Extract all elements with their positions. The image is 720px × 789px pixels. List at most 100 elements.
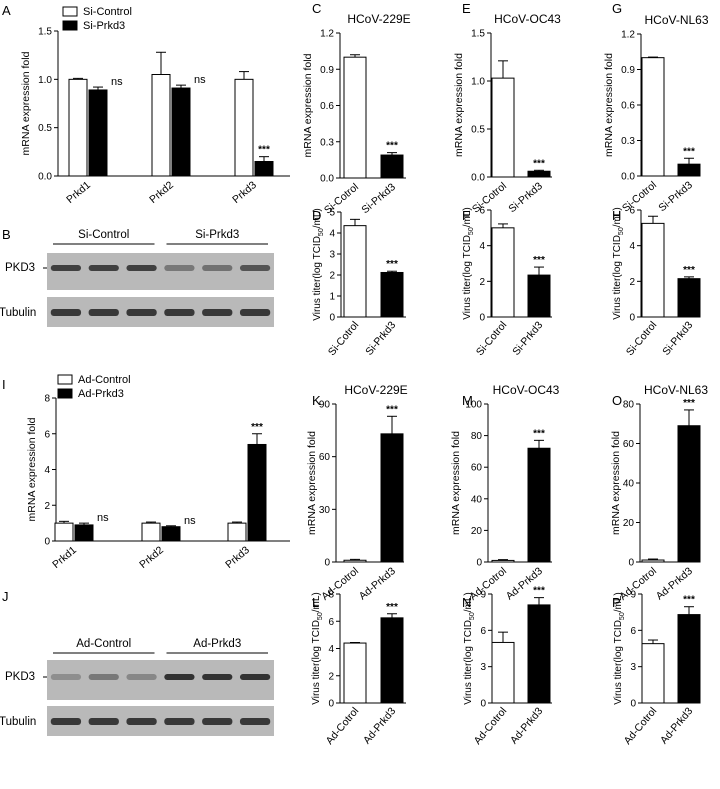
chart-panel-k: 0 30 60 90 mRNA expression fold HCoV-229E *** A… <box>306 383 408 603</box>
y-tick-label: 3 <box>329 250 335 261</box>
bar <box>343 225 367 318</box>
panel-letter-i: I <box>2 377 6 392</box>
bar <box>151 74 171 177</box>
pkd3-band <box>164 674 195 680</box>
y-tick-label: 60 <box>623 439 635 450</box>
tubulin-band <box>88 718 119 725</box>
y-tick-label: 3 <box>630 662 636 673</box>
y-tick-label: 0 <box>630 699 636 710</box>
y-tick-label: 4 <box>479 241 485 252</box>
significance-label: ns <box>111 76 123 88</box>
chart-title: HCoV-OC43 <box>494 12 561 26</box>
significance-label: *** <box>533 428 545 439</box>
y-tick-label: 40 <box>471 494 483 505</box>
significance-label: *** <box>258 145 270 156</box>
panel-letter-h: H <box>612 208 621 223</box>
significance-label: ns <box>97 512 109 524</box>
legend-label: Si-Control <box>83 6 132 18</box>
legend-swatch <box>62 6 78 17</box>
y-axis-label: Virus titer(log TCID50/mL) <box>462 207 475 319</box>
y-tick-label: 40 <box>623 479 635 490</box>
panel-letter-k: K <box>312 393 321 408</box>
significance-label: ns <box>184 515 196 527</box>
bar <box>527 170 551 178</box>
significance-label: *** <box>533 586 545 597</box>
pkd3-band <box>126 674 157 680</box>
bar <box>171 87 191 177</box>
panel-letter-j: J <box>2 589 9 604</box>
pkd3-band <box>202 265 233 271</box>
x-tick-label: Ad-Cotrol <box>324 705 362 747</box>
bar <box>677 163 701 177</box>
legend-swatch <box>57 388 73 399</box>
y-tick-label: 0.5 <box>38 123 52 134</box>
tubulin-band <box>202 718 233 725</box>
x-tick-label: Si-Prkd3 <box>660 319 695 358</box>
y-tick-label: 80 <box>471 431 483 442</box>
significance-label: *** <box>683 595 695 606</box>
y-tick-label: 20 <box>623 518 635 529</box>
y-tick-label: 6 <box>630 626 636 637</box>
y-axis-label: Virus titer(log TCID50/mL) <box>311 592 324 704</box>
chart-panel-m: 0 20 40 60 80 100 mRNA expression fold HCoV-OC4… <box>450 383 560 603</box>
panel-letter-d: D <box>312 208 321 223</box>
chart-panel-f: 0 2 4 6 Virus titer(log TCID50/mL) *** Si-Cotr… <box>462 206 552 358</box>
x-tick-label: Si-Prkd3 <box>656 179 695 214</box>
y-tick-label: 0.0 <box>471 173 485 184</box>
tubulin-band <box>50 718 82 725</box>
bar <box>527 447 551 563</box>
panel-letter-a: A <box>2 3 11 18</box>
y-tick-label: 0.0 <box>621 172 635 183</box>
x-tick-label: Ad-Prkd3 <box>357 565 398 602</box>
y-axis-label: mRNA expression fold <box>26 417 38 521</box>
y-tick-label: 0.9 <box>621 65 635 76</box>
bar <box>527 604 551 704</box>
legend-label: Si-Prkd3 <box>83 20 125 32</box>
bar <box>380 271 404 318</box>
x-tick-label: Si-Cotrol <box>326 319 361 358</box>
blot-control-label: Ad-Control <box>76 638 131 650</box>
x-tick-label: Si-Prkd3 <box>359 181 398 216</box>
y-tick-label: 0 <box>328 699 334 710</box>
pkd3-band <box>50 674 82 680</box>
y-tick-label: 0.3 <box>320 137 334 148</box>
bar <box>491 227 515 318</box>
y-tick-label: 100 <box>465 400 482 411</box>
y-tick-label: 0.5 <box>471 125 485 136</box>
bar <box>527 274 551 318</box>
x-tick-label: Si-Cotrol <box>322 181 361 216</box>
pkd3-band <box>239 265 271 271</box>
chart-panel-g: 0.0 0.3 0.6 0.9 1.2 mRNA expression fold HCoV-… <box>603 13 709 215</box>
tubulin-band <box>164 309 195 316</box>
legend-label: Ad-Control <box>78 374 131 386</box>
tubulin-band <box>239 309 271 316</box>
western-blot-b: Si-Control Si-Prkd3 PKD3 Tubulin <box>0 229 274 327</box>
y-tick-label: 9 <box>480 590 486 601</box>
pkd3-band <box>50 265 82 271</box>
blot-strip-pkd3 <box>47 660 274 700</box>
panel-letter-b: B <box>2 227 11 242</box>
bar <box>234 78 254 177</box>
x-tick-label: Si-Cotrol <box>624 319 659 358</box>
pkd3-band <box>88 674 119 680</box>
chart-panel-l: 0 2 4 6 8 Virus titer(log TCID50/mL) *** Ad-Cot… <box>311 590 406 747</box>
x-tick-label: Si-Cotrol <box>620 179 659 214</box>
y-tick-label: 1.5 <box>38 27 52 38</box>
y-tick-label: 90 <box>319 400 331 411</box>
bar <box>161 526 181 542</box>
bar <box>491 559 515 563</box>
y-axis-label: Virus titer(log TCID50/mL) <box>312 208 325 320</box>
x-tick-label: Prkd2 <box>137 544 166 571</box>
bar <box>641 222 665 318</box>
y-axis-label: mRNA expression fold <box>603 53 615 157</box>
y-tick-label: 0.6 <box>320 101 334 112</box>
y-tick-label: 6 <box>44 429 50 440</box>
panel-letter-o: O <box>612 393 622 408</box>
blot-treated-label: Ad-Prkd3 <box>193 638 241 650</box>
x-tick-label: Prkd3 <box>230 179 259 206</box>
significance-label: *** <box>533 255 545 266</box>
tubulin-band <box>202 309 233 316</box>
y-tick-label: 0.6 <box>621 101 635 112</box>
bar <box>343 642 367 704</box>
bar <box>677 278 701 318</box>
